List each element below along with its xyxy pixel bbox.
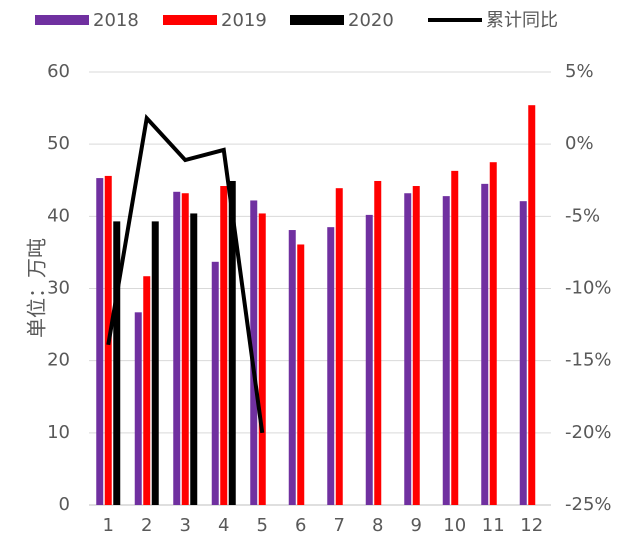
y2-tick-label: -15%: [565, 350, 612, 371]
bar: [297, 244, 305, 505]
y2-tick-label: -20%: [565, 422, 612, 443]
bar: [113, 221, 121, 505]
legend-swatch: [290, 15, 344, 25]
bar: [374, 180, 382, 505]
legend-swatch: [163, 15, 217, 25]
x-tick-label: 7: [334, 515, 345, 536]
bar: [258, 213, 266, 506]
bar: [288, 230, 296, 506]
line: [106, 113, 265, 434]
bar: [173, 191, 181, 505]
legend-label: 2019: [221, 10, 267, 31]
bar: [143, 276, 151, 505]
x-tick-label: 2: [141, 515, 152, 536]
y-tick-label: 20: [47, 350, 70, 371]
y2-tick-label: -5%: [565, 205, 600, 226]
bar: [151, 221, 159, 505]
y-tick-label: 40: [47, 205, 70, 226]
bar: [134, 312, 142, 505]
x-tick-label: 4: [218, 515, 229, 536]
legend-swatch: [35, 15, 89, 25]
y-tick-label: 0: [59, 494, 70, 515]
y2-tick-label: -10%: [565, 278, 612, 299]
bar: [528, 105, 536, 506]
bar: [519, 201, 527, 505]
y2-tick-label: -25%: [565, 494, 612, 515]
bar: [327, 227, 335, 506]
x-tick-label: 8: [372, 515, 383, 536]
bar: [250, 200, 258, 505]
bar: [96, 178, 104, 505]
y2-tick-label: 5%: [565, 61, 594, 82]
y-tick-label: 10: [47, 422, 70, 443]
bar: [481, 183, 489, 505]
bar: [228, 180, 236, 505]
bar: [365, 214, 373, 505]
x-tick-label: 12: [520, 515, 543, 536]
bar: [451, 170, 459, 505]
x-tick-label: 5: [257, 515, 268, 536]
x-tick-label: 11: [482, 515, 505, 536]
x-tick-label: 10: [443, 515, 466, 536]
y2-tick-label: 0%: [565, 133, 594, 154]
bar: [442, 196, 450, 506]
bar: [220, 186, 228, 506]
bar: [190, 213, 198, 506]
bar: [412, 186, 420, 506]
x-tick-label: 9: [411, 515, 422, 536]
bar: [181, 193, 189, 506]
bar: [211, 261, 219, 505]
bar: [335, 188, 343, 505]
y-tick-label: 60: [47, 61, 70, 82]
x-tick-label: 1: [103, 515, 114, 536]
y-tick-label: 50: [47, 133, 70, 154]
legend-label: 2018: [93, 10, 139, 31]
legend-label: 2020: [348, 10, 394, 31]
y-axis-label: 单位：万吨: [25, 238, 49, 338]
bar: [489, 162, 497, 506]
x-tick-label: 6: [295, 515, 306, 536]
legend-label: 累计同比: [486, 10, 558, 31]
y-tick-label: 30: [47, 278, 70, 299]
x-tick-label: 3: [180, 515, 191, 536]
bar: [404, 193, 412, 506]
